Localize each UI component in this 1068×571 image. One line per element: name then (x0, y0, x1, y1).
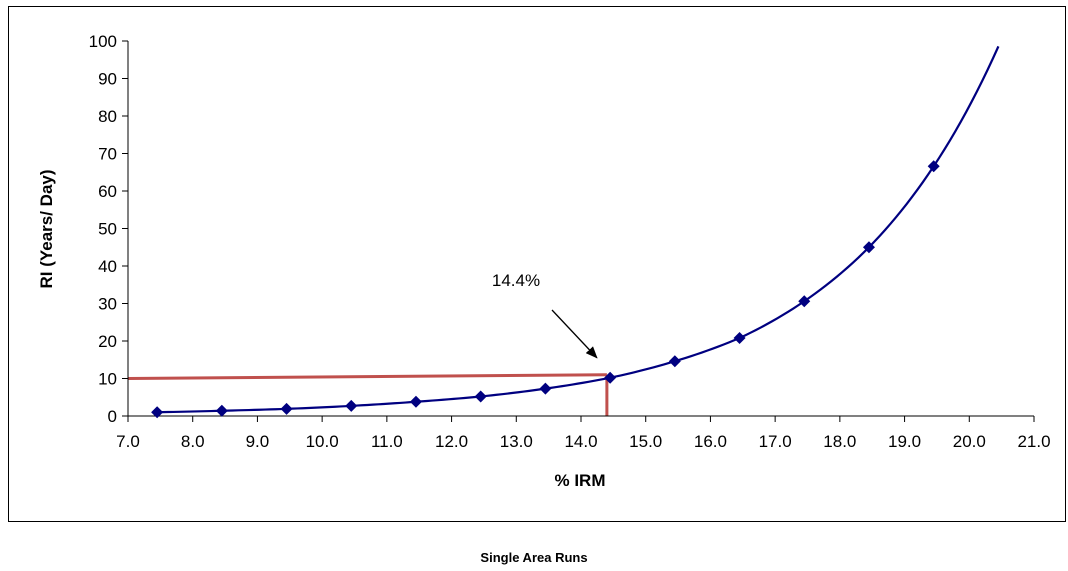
chart-caption: Single Area Runs (480, 550, 588, 565)
y-tick-label: 50 (98, 220, 117, 239)
data-point-diamond (798, 295, 811, 308)
data-point-diamond (151, 406, 164, 419)
data-points-group (151, 160, 940, 419)
x-tick-label: 9.0 (246, 432, 270, 451)
y-axis-title: RI (Years/ Day) (37, 169, 56, 288)
y-tick-label: 0 (108, 407, 117, 426)
x-tick-label: 20.0 (953, 432, 986, 451)
data-point-diamond (668, 355, 681, 368)
data-point-diamond (474, 390, 487, 403)
y-tick-label: 100 (89, 32, 117, 51)
tick-labels-group: 0 10 20 30 40 50 60 70 80 90 100 7.0 8.0 9.0 10.0 11.0 1… (89, 32, 1051, 451)
y-tick-label: 10 (98, 370, 117, 389)
data-point-diamond (927, 160, 940, 173)
series-trendline (157, 45, 1000, 414)
data-point-diamond (539, 382, 552, 395)
x-axis-title: % IRM (555, 471, 606, 490)
data-point-diamond (862, 241, 875, 254)
y-tick-label: 20 (98, 332, 117, 351)
x-tick-label: 18.0 (823, 432, 856, 451)
chart-frame (8, 6, 1066, 522)
annotation-arrow (551, 309, 598, 359)
y-tick-label: 30 (98, 295, 117, 314)
data-point-diamond (733, 332, 746, 344)
x-tick-label: 8.0 (181, 432, 205, 451)
x-tick-label: 16.0 (694, 432, 727, 451)
x-tick-label: 21.0 (1017, 432, 1050, 451)
y-tick-label: 90 (98, 70, 117, 89)
x-tick-label: 10.0 (306, 432, 339, 451)
x-tick-label: 11.0 (371, 432, 403, 451)
y-tick-label: 60 (98, 182, 117, 201)
x-tick-label: 17.0 (759, 432, 792, 451)
annotations-group: 14.4% (492, 271, 598, 359)
data-point-diamond (409, 395, 422, 408)
x-tick-label: 14.0 (564, 432, 597, 451)
y-tick-label: 80 (98, 107, 117, 126)
x-tick-label: 15.0 (629, 432, 662, 451)
data-point-diamond (345, 399, 358, 412)
x-tick-label: 12.0 (435, 432, 468, 451)
x-tick-label: 7.0 (116, 432, 140, 451)
reference-line (127, 373, 607, 380)
data-point-diamond (280, 402, 293, 415)
y-tick-label: 70 (98, 145, 117, 164)
axes-group (122, 40, 1035, 422)
reference-lines-group (127, 373, 609, 416)
x-tick-label: 13.0 (500, 432, 533, 451)
data-point-diamond (215, 404, 228, 417)
annotation-label: 14.4% (492, 271, 540, 290)
data-point-diamond (604, 371, 617, 384)
curve-group (157, 45, 1000, 414)
x-tick-label: 19.0 (888, 432, 921, 451)
chart-canvas: 0 10 20 30 40 50 60 70 80 90 100 7.0 8.0 9.0 10.0 11.0 1… (37, 32, 1051, 490)
y-tick-label: 40 (98, 257, 117, 276)
